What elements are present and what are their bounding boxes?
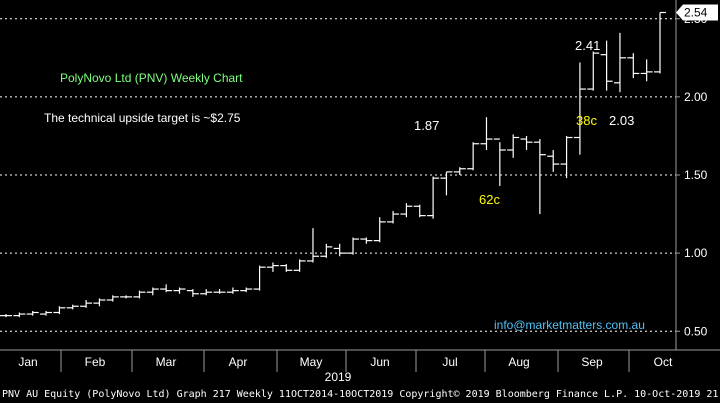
ohlc-bar [320,243,333,258]
ohlc-bar [293,259,306,272]
ohlc-bar [200,289,213,296]
x-tick-label: Jan [18,355,37,369]
ohlc-bar [66,304,79,310]
ohlc-bar [280,264,293,272]
ohlc-bar [427,176,440,219]
annotation-38c: 38c [576,113,597,128]
ohlc-bar [240,287,253,293]
ohlc-bar [120,295,133,299]
contact-email: info@marketmatters.com.au [494,318,645,332]
x-tick-label: May [300,355,323,369]
ohlc-bar [253,265,266,291]
ohlc-bar [160,284,173,293]
ohlc-bar [507,134,520,158]
footer-copyright: Copyright© 2019 Bloomberg Finance L.P. [399,389,629,400]
ohlc-bar [573,62,586,155]
ohlc-bar [13,312,26,318]
ohlc-bar [600,40,613,91]
ohlc-bar [106,295,119,302]
annotation-62c: 62c [479,192,500,207]
x-tick-label: Feb [85,355,106,369]
ohlc-bar [387,210,400,224]
ohlc-bar [0,314,12,318]
ohlc-bar [480,117,493,150]
ohlc-bar [186,289,199,297]
ohlc-bar [533,139,546,215]
ohlc-bar [587,51,600,91]
y-tick-label: 2.00 [684,90,708,104]
ohlc-bar [266,262,279,272]
footer-timestamp: 10-Oct-2019 21:54:01 [634,389,720,400]
annotation-2-41: 2.41 [575,38,600,53]
ohlc-bar [640,59,653,82]
x-axis-ticks: Jan Feb Mar Apr May Jun Jul Aug Sep Oct [18,350,673,372]
ohlc-bar [613,32,626,93]
ohlc-bar [26,310,39,316]
x-tick-label: Aug [508,355,529,369]
chart-title: PolyNovo Ltd (PNV) Weekly Chart [60,71,243,85]
ohlc-bar [213,289,226,294]
x-tick-label: Apr [229,355,248,369]
x-tick-label: Mar [156,355,177,369]
x-tick-label: Jun [370,355,389,369]
footer-period: Weekly 11OCT2014-10OCT2019 [236,389,394,400]
ohlc-bar [400,203,413,218]
x-tick-label: Oct [654,355,673,369]
footer-ticker: PNV AU Equity (PolyNovo Ltd) Graph 217 [2,389,231,400]
ohlc-bar [360,237,373,244]
ohlc-bar [133,290,146,299]
ohlc-bar [146,287,159,296]
last-price-label: 2.54 [684,6,708,20]
ohlc-bar [80,300,93,308]
y-tick-label: 1.00 [684,246,708,260]
ohlc-bar [306,228,319,263]
y-tick-label: 0.50 [684,324,708,338]
ohlc-bar [53,306,66,315]
last-price-tag: 2.54 [676,4,718,21]
ohlc-bar [333,243,346,257]
price-bars [0,11,666,318]
x-tick-label: Jul [442,355,457,369]
y-tick-label: 1.50 [684,168,708,182]
ohlc-bar [627,53,640,79]
ohlc-bar [173,287,186,294]
ohlc-bar [440,171,453,196]
x-tick-label: Sep [581,355,603,369]
annotation-1-87: 1.87 [414,118,439,133]
ohlc-bar [467,142,480,171]
annotation-2-03: 2.03 [609,113,634,128]
ohlc-bar [520,135,533,150]
ohlc-bar [547,150,560,172]
ohlc-bar [560,135,573,179]
ohlc-bar [453,167,466,175]
ohlc-bar [40,310,53,316]
ohlc-bar [413,204,426,218]
status-footer: PNV AU Equity (PolyNovo Ltd) Graph 217 We… [0,386,720,403]
ohlc-bar [493,138,506,186]
ohlc-bar [226,287,239,294]
ohlc-bar [347,237,360,255]
chart-subtitle: The technical upside target is ~$2.75 [44,111,241,125]
ohlc-bar [654,11,666,74]
last-price-marker [676,4,718,21]
x-axis-year: 2019 [325,370,352,384]
ohlc-bar [93,298,106,307]
ohlc-bar [373,217,386,243]
